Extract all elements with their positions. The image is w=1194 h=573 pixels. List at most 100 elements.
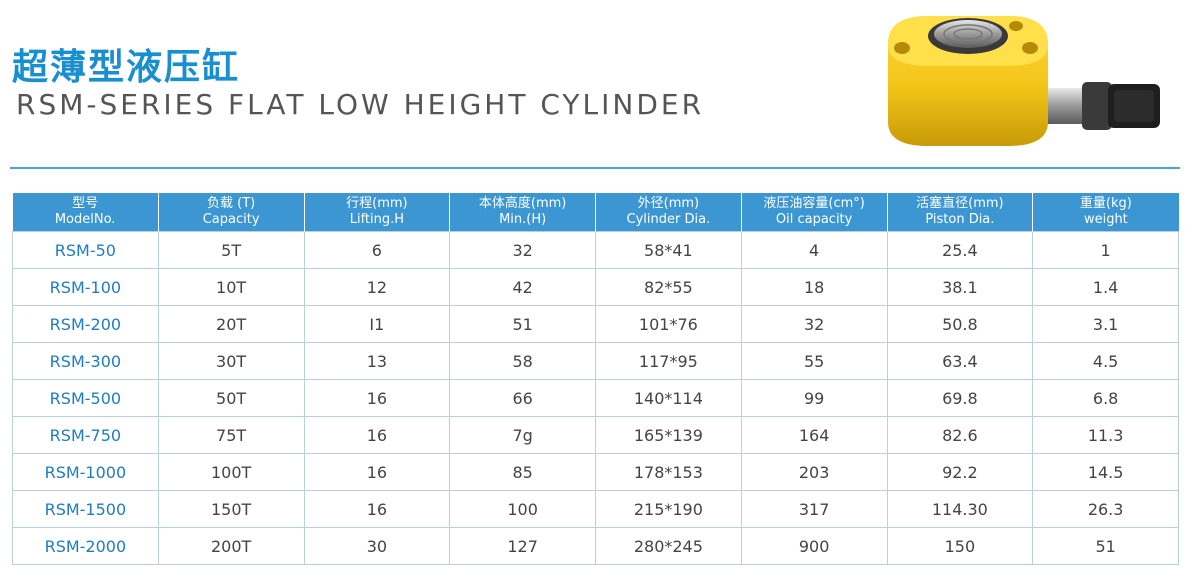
table-cell: 58*41 bbox=[595, 231, 742, 269]
table-cell: 82*55 bbox=[595, 268, 742, 306]
header-divider bbox=[10, 167, 1180, 169]
model-cell: RSM-1500 bbox=[12, 490, 159, 528]
table-cell: 38.1 bbox=[886, 268, 1034, 306]
column-header-en: weight bbox=[1083, 212, 1128, 227]
model-cell: RSM-300 bbox=[12, 342, 159, 380]
table-cell: 30T bbox=[157, 342, 305, 380]
table-row: RSM-50 5T 6 32 58*41 4 25.4 1 bbox=[12, 231, 1179, 269]
table-cell: 900 bbox=[740, 527, 888, 565]
table-row: RSM-1000 100T 16 85 178*153 203 92.2 14.5 bbox=[12, 453, 1179, 491]
table-cell: 32 bbox=[740, 305, 888, 343]
table-cell: 140*114 bbox=[595, 379, 742, 417]
page-title-cn: 超薄型液压缸 bbox=[12, 47, 241, 88]
table-cell: 26.3 bbox=[1032, 490, 1179, 528]
model-cell: RSM-750 bbox=[12, 416, 159, 454]
table-cell: 32 bbox=[449, 231, 596, 269]
table-cell: 1.4 bbox=[1032, 268, 1179, 306]
table-cell: 20T bbox=[157, 305, 305, 343]
model-cell: RSM-50 bbox=[12, 231, 159, 269]
table-cell: 99 bbox=[740, 379, 888, 417]
column-header-en: Oil capacity bbox=[775, 212, 853, 227]
column-header-cn: 负载 (T) bbox=[207, 196, 256, 211]
table-cell: 63.4 bbox=[886, 342, 1034, 380]
table-row: RSM-100 10T 12 42 82*55 18 38.1 1.4 bbox=[12, 268, 1179, 306]
table-cell: 75T bbox=[157, 416, 305, 454]
table-cell: 50T bbox=[157, 379, 305, 417]
table-cell: 1 bbox=[1032, 231, 1179, 269]
table-cell: 51 bbox=[1032, 527, 1179, 565]
table-cell: 203 bbox=[740, 453, 888, 491]
table-cell: 150T bbox=[157, 490, 305, 528]
table-cell: 92.2 bbox=[886, 453, 1034, 491]
table-cell: 4.5 bbox=[1032, 342, 1179, 380]
table-cell: 10T bbox=[157, 268, 305, 306]
page-title-en: RSM-SERIES FLAT LOW HEIGHT CYLINDER bbox=[16, 88, 705, 121]
table-row: RSM-300 30T 13 58 117*95 55 63.4 4.5 bbox=[12, 342, 1179, 380]
table-header-row: 型号 ModelNo. 负载 (T) Capacity 行程(mm) Lifting.H 本… bbox=[12, 193, 1179, 232]
table-row: RSM-1500 150T 16 100 215*190 317 114.30 26.3 bbox=[12, 490, 1179, 528]
table-cell: 178*153 bbox=[595, 453, 742, 491]
table-row: RSM-200 20T I1 51 101*76 32 50.8 3.1 bbox=[12, 305, 1179, 343]
column-header: 活塞直径(mm) Piston Dia. bbox=[886, 193, 1033, 232]
table-cell: 317 bbox=[740, 490, 888, 528]
table-cell: 16 bbox=[303, 416, 451, 454]
column-header: 负载 (T) Capacity bbox=[157, 193, 304, 232]
table-cell: 114.30 bbox=[886, 490, 1034, 528]
column-header-cn: 外径(mm) bbox=[637, 196, 700, 211]
hydraulic-cylinder-icon bbox=[888, 16, 1160, 146]
table-cell: 58 bbox=[449, 342, 596, 380]
table-cell: 100 bbox=[449, 490, 596, 528]
column-header-en: Min.(H) bbox=[499, 212, 547, 227]
column-header-en: Capacity bbox=[202, 212, 260, 227]
table-cell: 51 bbox=[449, 305, 596, 343]
table-cell: 14.5 bbox=[1032, 453, 1179, 491]
column-header-cn: 行程(mm) bbox=[346, 196, 408, 211]
table-cell: 85 bbox=[449, 453, 596, 491]
table-cell: 150 bbox=[886, 527, 1034, 565]
column-header-cn: 型号 bbox=[72, 196, 99, 211]
table-cell: 164 bbox=[740, 416, 888, 454]
model-cell: RSM-2000 bbox=[12, 527, 159, 565]
table-cell: 6 bbox=[303, 231, 451, 269]
table-row: RSM-500 50T 16 66 140*114 99 69.8 6.8 bbox=[12, 379, 1179, 417]
table-cell: 215*190 bbox=[595, 490, 742, 528]
table-cell: 165*139 bbox=[595, 416, 742, 454]
column-header-cn: 液压油容量(cm°) bbox=[763, 196, 865, 211]
column-header: 重量(kg) weight bbox=[1032, 193, 1179, 232]
column-header-en: ModelNo. bbox=[54, 212, 116, 227]
table-cell: 101*76 bbox=[595, 305, 742, 343]
table-cell: 200T bbox=[157, 527, 305, 565]
table-cell: I1 bbox=[303, 305, 451, 343]
model-cell: RSM-200 bbox=[12, 305, 159, 343]
table-cell: 16 bbox=[303, 379, 451, 417]
table-row: RSM-750 75T 16 7g 165*139 164 82.6 11.3 bbox=[12, 416, 1179, 454]
table-cell: 55 bbox=[740, 342, 888, 380]
table-cell: 13 bbox=[303, 342, 451, 380]
table-cell: 4 bbox=[740, 231, 888, 269]
table-cell: 127 bbox=[449, 527, 596, 565]
column-header-en: Piston Dia. bbox=[925, 212, 995, 227]
column-header: 行程(mm) Lifting.H bbox=[303, 193, 450, 232]
table-cell: 3.1 bbox=[1032, 305, 1179, 343]
column-header-cn: 活塞直径(mm) bbox=[916, 196, 1004, 211]
model-cell: RSM-500 bbox=[12, 379, 159, 417]
table-cell: 16 bbox=[303, 453, 451, 491]
column-header-cn: 重量(kg) bbox=[1079, 196, 1132, 211]
table-cell: 12 bbox=[303, 268, 451, 306]
column-header: 本体高度(mm) Min.(H) bbox=[449, 193, 596, 232]
table-cell: 5T bbox=[157, 231, 305, 269]
table-cell: 6.8 bbox=[1032, 379, 1179, 417]
model-cell: RSM-1000 bbox=[12, 453, 159, 491]
column-header-en: Cylinder Dia. bbox=[626, 212, 711, 227]
table-cell: 82.6 bbox=[886, 416, 1034, 454]
table-cell: 42 bbox=[449, 268, 596, 306]
column-header: 型号 ModelNo. bbox=[12, 193, 159, 232]
spec-table: 型号 ModelNo. 负载 (T) Capacity 行程(mm) Lifting.H 本… bbox=[12, 193, 1179, 565]
table-cell: 18 bbox=[740, 268, 888, 306]
column-header-en: Lifting.H bbox=[349, 212, 405, 227]
table-cell: 117*95 bbox=[595, 342, 742, 380]
table-cell: 69.8 bbox=[886, 379, 1034, 417]
table-cell: 66 bbox=[449, 379, 596, 417]
column-header-cn: 本体高度(mm) bbox=[478, 196, 567, 211]
table-cell: 50.8 bbox=[886, 305, 1034, 343]
